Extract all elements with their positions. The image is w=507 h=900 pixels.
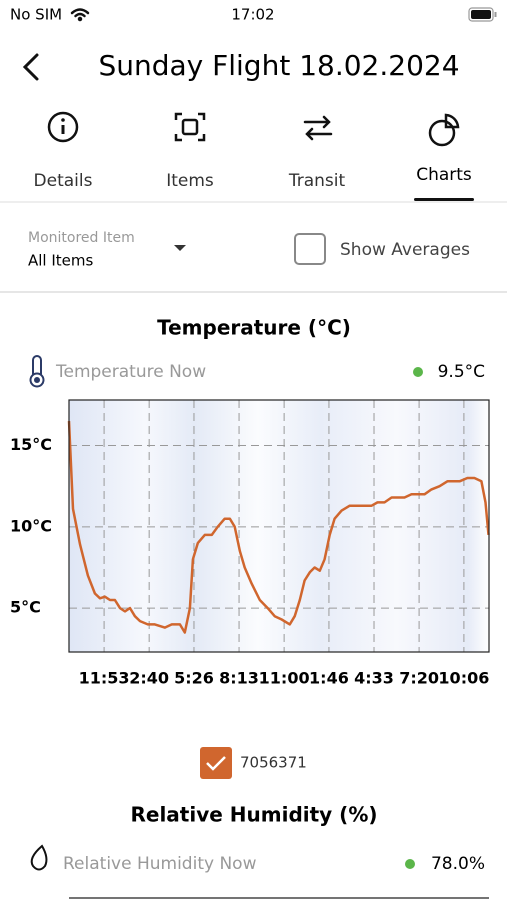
carrier: No SIM bbox=[10, 6, 62, 24]
item-dropdown[interactable]: Monitored Item All Items bbox=[28, 230, 186, 270]
tab-icon bbox=[61, 118, 65, 122]
legend-item[interactable]: 7056371 bbox=[200, 747, 307, 779]
checkbox-label: Show Averages bbox=[340, 240, 470, 260]
status-dot bbox=[413, 367, 423, 377]
battery-level bbox=[471, 10, 491, 19]
tab-indicator bbox=[414, 198, 474, 201]
tab-icon bbox=[174, 112, 206, 142]
y-tick-label: 10°C bbox=[10, 516, 52, 535]
now-value: 9.5°C bbox=[438, 362, 485, 382]
x-tick-label: 11:53 bbox=[79, 669, 130, 688]
x-tick-label: 1:46 bbox=[309, 669, 349, 688]
tab-items[interactable]: Items bbox=[166, 112, 214, 191]
thermometer-icon bbox=[29, 355, 45, 388]
tab-charts[interactable]: Charts bbox=[414, 113, 474, 201]
icon-part bbox=[34, 377, 40, 383]
dropdown-value: All Items bbox=[28, 252, 94, 270]
back-button[interactable] bbox=[22, 53, 39, 81]
now-label: Temperature Now bbox=[55, 362, 206, 382]
tab-icon bbox=[444, 113, 460, 129]
averages-toggle[interactable]: Show Averages bbox=[294, 233, 470, 265]
legend-label: 7056371 bbox=[240, 754, 307, 772]
status-dot bbox=[405, 859, 415, 869]
x-tick-label: 11:00 bbox=[259, 669, 310, 688]
now-label: Relative Humidity Now bbox=[63, 854, 257, 874]
tab-label: Items bbox=[166, 171, 214, 191]
check-mark bbox=[206, 756, 226, 771]
y-tick-label: 15°C bbox=[10, 435, 52, 454]
clock: 17:02 bbox=[231, 6, 274, 24]
dropdown-arrow bbox=[174, 245, 186, 251]
tab-label: Transit bbox=[288, 171, 346, 191]
chart-title: Relative Humidity (%) bbox=[130, 803, 377, 827]
plot-frame bbox=[68, 399, 490, 653]
dropdown-label: Monitored Item bbox=[28, 230, 135, 246]
x-tick-label: 7:20 bbox=[399, 669, 439, 688]
data-line bbox=[67, 421, 490, 634]
page-title: Sunday Flight 18.02.2024 bbox=[98, 49, 459, 82]
tab-icon bbox=[47, 111, 79, 143]
x-tick-label: 2:40 bbox=[129, 669, 169, 688]
legend-checkbox bbox=[200, 747, 232, 779]
x-tick-label: 10:06 bbox=[438, 669, 489, 688]
x-tick-label: 5:26 bbox=[174, 669, 214, 688]
checkbox bbox=[294, 233, 326, 265]
wifi-icon bbox=[70, 8, 90, 22]
tab-transit[interactable]: Transit bbox=[288, 115, 346, 191]
tab-details[interactable]: Details bbox=[34, 111, 93, 191]
plot bbox=[67, 400, 490, 652]
tab-icon bbox=[61, 125, 65, 134]
x-tick-label: 8:13 bbox=[219, 669, 259, 688]
tab-label: Details bbox=[34, 171, 93, 191]
chart-title: Temperature (°C) bbox=[157, 316, 351, 340]
tab-icon bbox=[181, 118, 199, 136]
humidity-icon bbox=[30, 844, 48, 871]
now-value: 78.0% bbox=[431, 854, 485, 874]
y-tick-label: 5°C bbox=[10, 598, 41, 617]
plot-background bbox=[69, 400, 489, 652]
battery-tip bbox=[494, 12, 497, 17]
tab-icon bbox=[428, 119, 456, 147]
battery bbox=[468, 7, 494, 22]
tab-icon bbox=[303, 115, 333, 141]
x-tick-label: 4:33 bbox=[354, 669, 394, 688]
tab-label: Charts bbox=[416, 165, 472, 185]
